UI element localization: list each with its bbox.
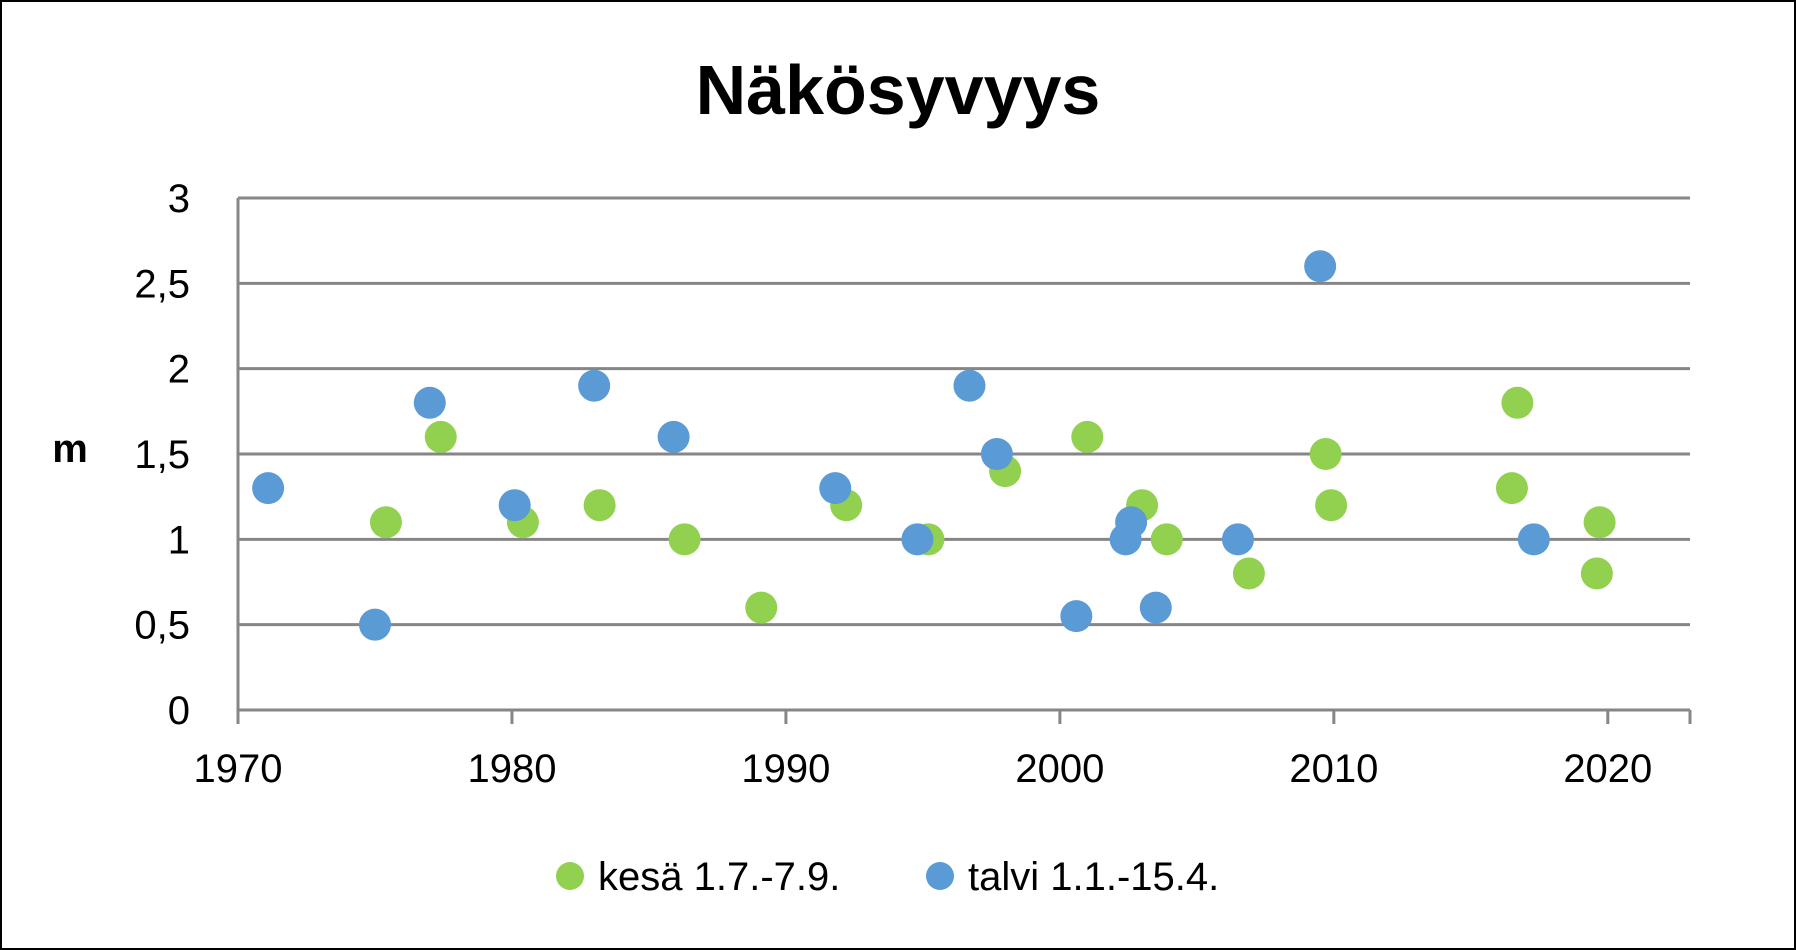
x-tick-label: 1970 <box>194 747 283 791</box>
x-tick-labels: 1970 1980 1990 2000 2010 2020 <box>194 747 1653 791</box>
x-tick-label: 2020 <box>1563 747 1652 791</box>
data-point-series-2 <box>358 608 391 641</box>
data-points <box>252 250 1616 641</box>
data-point-series-2 <box>413 386 446 419</box>
data-point-series-2 <box>578 369 611 402</box>
y-tick-label: 3 <box>168 177 190 221</box>
data-point-series-2 <box>1517 523 1550 556</box>
data-point-series-1 <box>1315 489 1348 522</box>
legend-label-series-1: kesä 1.7.-7.9. <box>598 855 840 899</box>
data-point-series-1 <box>1495 472 1528 505</box>
x-tick-label: 2010 <box>1289 747 1378 791</box>
legend-marker-series-2 <box>926 862 954 890</box>
y-tick-label: 1,5 <box>134 433 190 477</box>
data-point-series-2 <box>657 420 690 453</box>
data-point-series-1 <box>1583 506 1616 539</box>
data-point-series-2 <box>498 489 531 522</box>
data-point-series-2 <box>1221 523 1254 556</box>
x-tick-label: 2000 <box>1015 747 1104 791</box>
data-point-series-1 <box>1309 438 1342 470</box>
data-point-series-1 <box>1501 386 1534 419</box>
y-tick-labels: 0 0,5 1 1,5 2 2,5 3 <box>134 177 190 733</box>
legend-marker-series-1 <box>556 862 584 890</box>
y-tick-label: 2 <box>168 348 190 392</box>
data-point-series-2 <box>1115 506 1148 539</box>
data-point-series-1 <box>369 506 402 539</box>
chart-title: Näkösyvyys <box>696 51 1101 129</box>
data-point-series-2 <box>901 523 934 556</box>
data-point-series-2 <box>1139 591 1172 624</box>
y-tick-label: 2,5 <box>134 262 190 306</box>
data-point-series-2 <box>819 472 852 505</box>
data-point-series-1 <box>1071 420 1104 453</box>
data-point-series-1 <box>745 591 778 624</box>
y-axis-label: m <box>52 427 88 471</box>
data-point-series-1 <box>583 489 616 522</box>
data-point-series-2 <box>953 369 986 402</box>
data-point-series-1 <box>1150 523 1183 556</box>
y-tick-label: 0,5 <box>134 604 190 648</box>
data-point-series-1 <box>424 420 457 453</box>
legend-label-series-2: talvi 1.1.-15.4. <box>968 855 1219 899</box>
y-tick-label: 1 <box>168 518 190 562</box>
legend: kesä 1.7.-7.9. talvi 1.1.-15.4. <box>556 855 1219 899</box>
data-point-series-2 <box>1304 250 1337 283</box>
data-point-series-2 <box>980 438 1013 470</box>
y-tick-label: 0 <box>168 689 190 733</box>
gridlines <box>238 196 1690 712</box>
x-tick-label: 1980 <box>467 747 556 791</box>
data-point-series-1 <box>1580 557 1613 590</box>
data-point-series-2 <box>1060 600 1093 633</box>
axes <box>236 198 1692 724</box>
data-point-series-2 <box>252 472 285 505</box>
x-tick-label: 1990 <box>741 747 830 791</box>
data-point-series-1 <box>668 523 701 556</box>
data-point-series-1 <box>1232 557 1265 590</box>
